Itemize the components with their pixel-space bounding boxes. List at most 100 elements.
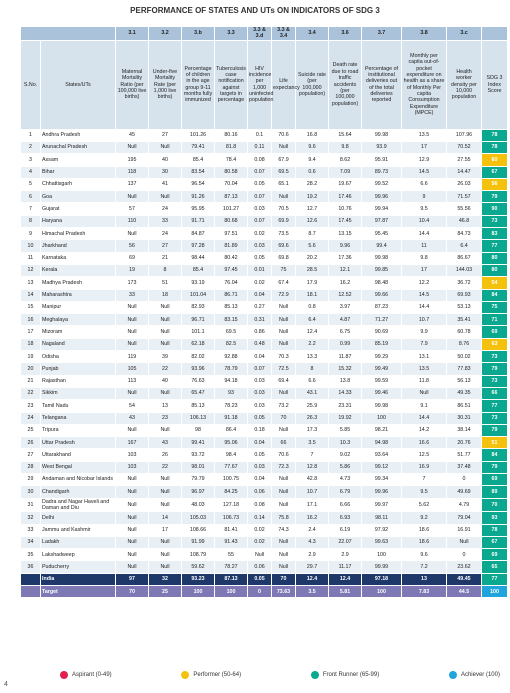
cell: 33	[148, 214, 182, 229]
indicator-code: 3.3	[214, 26, 248, 41]
cell: 43	[115, 411, 149, 425]
cell: 32	[20, 511, 41, 525]
cell: 18.1	[295, 288, 329, 302]
indicator-code: 3.1	[115, 26, 149, 41]
cell: 23	[20, 399, 41, 413]
cell: 22	[148, 362, 182, 376]
cell: 100	[181, 585, 215, 599]
cell: 27.55	[446, 153, 482, 167]
state-name: Mizoram	[40, 325, 116, 339]
cell: 95.95	[181, 202, 215, 216]
cell: Null	[271, 497, 296, 513]
data-row: 24 Telangana 43 23 106.13 91.18 0.05 70 26.3 19.9…	[20, 411, 508, 425]
state-name: Andhra Pradesh	[40, 128, 116, 142]
index-score: 89	[481, 485, 508, 499]
cell: 18.6	[401, 535, 447, 550]
cell: 72.9	[271, 288, 296, 302]
column-header: HIV incidence per 1,000 uninfected popul…	[247, 39, 273, 130]
cell: Null	[148, 300, 182, 315]
cell: 13.5	[401, 362, 447, 376]
cell: 72.5	[271, 362, 296, 376]
data-row: 11 Karnataka 69 21 98.44 80.42 0.05 69.8 20.2 17.…	[20, 251, 508, 265]
cell: Null	[115, 325, 149, 339]
cell: 48.03	[181, 497, 215, 513]
cell: 99.98	[361, 399, 402, 413]
cell: 18	[20, 337, 41, 352]
cell: 73.63	[271, 585, 296, 599]
cell: 6.6	[401, 177, 447, 192]
cell: 44.5	[446, 585, 482, 599]
index-score: 83	[481, 227, 508, 241]
cell: 99.41	[181, 436, 215, 450]
cell: 0.07	[247, 214, 272, 229]
cell: 97.18	[361, 572, 402, 587]
cell: 173	[115, 276, 149, 290]
data-row: 23 Tamil Nadu 54 13 85.13 78.23 0.03 73.2 25.9 23…	[20, 399, 508, 413]
cell: 0.06	[247, 560, 272, 574]
cell: 56	[115, 239, 149, 253]
cell: 18	[148, 288, 182, 302]
index-score: 79	[481, 190, 508, 204]
cell: 19.92	[328, 411, 362, 425]
cell: Null	[115, 511, 149, 525]
legend-label: Achiever (100)	[460, 672, 500, 678]
cell: 9.9	[401, 325, 447, 339]
cell: 40	[148, 153, 182, 167]
cell: 17.36	[328, 251, 362, 265]
cell: 9	[20, 227, 41, 241]
cell: 12.9	[401, 153, 447, 167]
cell: 4.79	[446, 497, 482, 513]
data-row: 8 Haryana 110 33 91.71 80.68 0.07 69.9 12.6 17.45…	[20, 214, 508, 229]
cell: 0.99	[328, 337, 362, 352]
cell: Null	[115, 472, 149, 487]
cell: 51	[148, 276, 182, 290]
cell: 84.73	[446, 227, 482, 241]
summary-name: Target	[40, 585, 116, 599]
legend-label: Aspirant (0-49)	[72, 672, 112, 678]
index-score: 80	[481, 251, 508, 265]
cell: 93	[214, 386, 248, 401]
cell: 107.96	[446, 128, 482, 142]
state-name: Nagaland	[40, 337, 116, 352]
cell: 11	[20, 251, 41, 265]
cell: 86.4	[214, 423, 248, 438]
cell: 98.48	[361, 276, 402, 290]
cell: 18.6	[401, 523, 447, 537]
column-header: Percentage of institutional deliveries o…	[361, 39, 402, 130]
cell: 8.62	[328, 153, 362, 167]
cell: 21	[148, 251, 182, 265]
state-name: Odisha	[40, 350, 116, 364]
cell: 101.1	[181, 325, 215, 339]
title: PERFORMANCE OF STATES AND UTs ON INDICAT…	[130, 6, 380, 15]
cell: 8.76	[446, 337, 482, 352]
cell: 7.2	[401, 560, 447, 574]
state-name: Haryana	[40, 214, 116, 229]
cell: 23.31	[328, 399, 362, 413]
cell: 19.67	[328, 177, 362, 192]
cell: 97.92	[361, 523, 402, 537]
cell: 10.4	[401, 214, 447, 229]
cell: 8	[20, 214, 41, 229]
cell: 2	[20, 140, 41, 155]
cell: 12.2	[401, 276, 447, 290]
cell: 99.94	[361, 202, 402, 216]
cell: 5.81	[328, 585, 362, 599]
cell: Null	[271, 472, 296, 487]
cell: Null	[115, 560, 149, 574]
cell: 24	[148, 227, 182, 241]
cell: 26	[20, 436, 41, 450]
cell: Null	[115, 386, 149, 401]
cell: 98.21	[361, 423, 402, 438]
cell: 9.5	[401, 485, 447, 499]
cell: 0.07	[247, 190, 272, 204]
cell: Null	[148, 548, 182, 562]
cell: 5.85	[328, 423, 362, 438]
column-header: Suicide rate (per 100,000 population)	[295, 39, 329, 130]
cell: 85.4	[181, 153, 215, 167]
cell: Null	[148, 423, 182, 438]
cell: 66	[271, 436, 296, 450]
cell: 95.06	[214, 436, 248, 450]
cell: 0.04	[247, 472, 272, 487]
cell: 69.9	[271, 214, 296, 229]
state-name: Telangana	[40, 411, 116, 425]
